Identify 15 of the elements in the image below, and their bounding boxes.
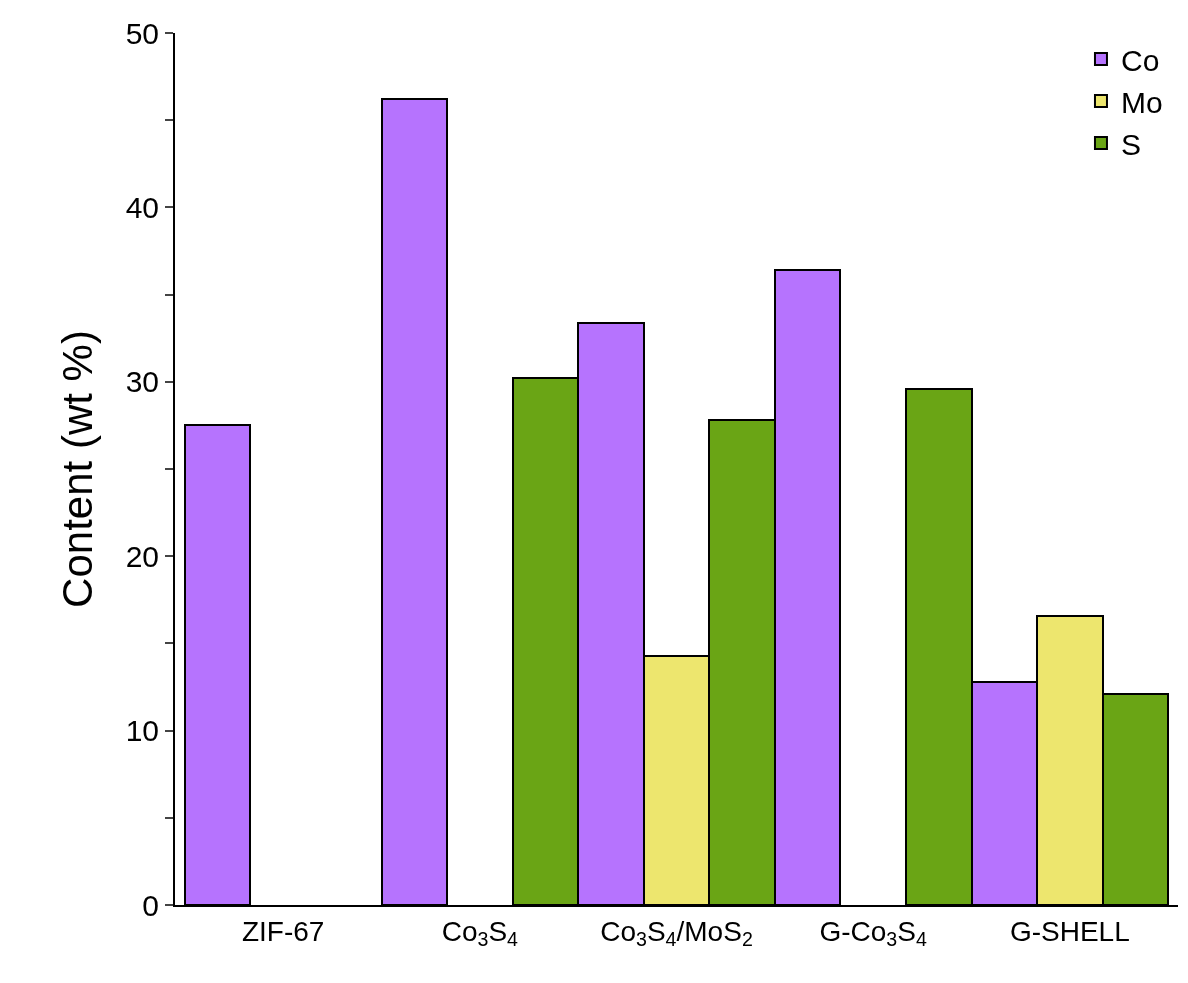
x-tick-label: G-Co$_{3}$S$_{4}$ (819, 915, 927, 951)
x-tick-label: Co$_{3}$S$_{4}$ (441, 915, 519, 951)
y-tick-label: 20 (125, 539, 159, 573)
x-tick-label: G-SHELL (1009, 915, 1130, 947)
y-tick-label: 10 (125, 714, 159, 748)
legend-label: Mo (1120, 85, 1163, 119)
y-tick-label: 30 (125, 365, 159, 399)
y-axis-title: Content (wt %) (53, 330, 101, 608)
x-tick-label: ZIF-67 (241, 915, 325, 947)
legend-label: S (1120, 127, 1141, 161)
y-tick-label: 50 (125, 16, 159, 50)
legend-label: Co (1120, 43, 1160, 77)
y-tick-label: 40 (125, 190, 159, 224)
x-tick-label: Co$_{3}$S$_{4}$/MoS$_{2}$ (600, 915, 753, 951)
y-tick-label: 0 (142, 888, 159, 922)
